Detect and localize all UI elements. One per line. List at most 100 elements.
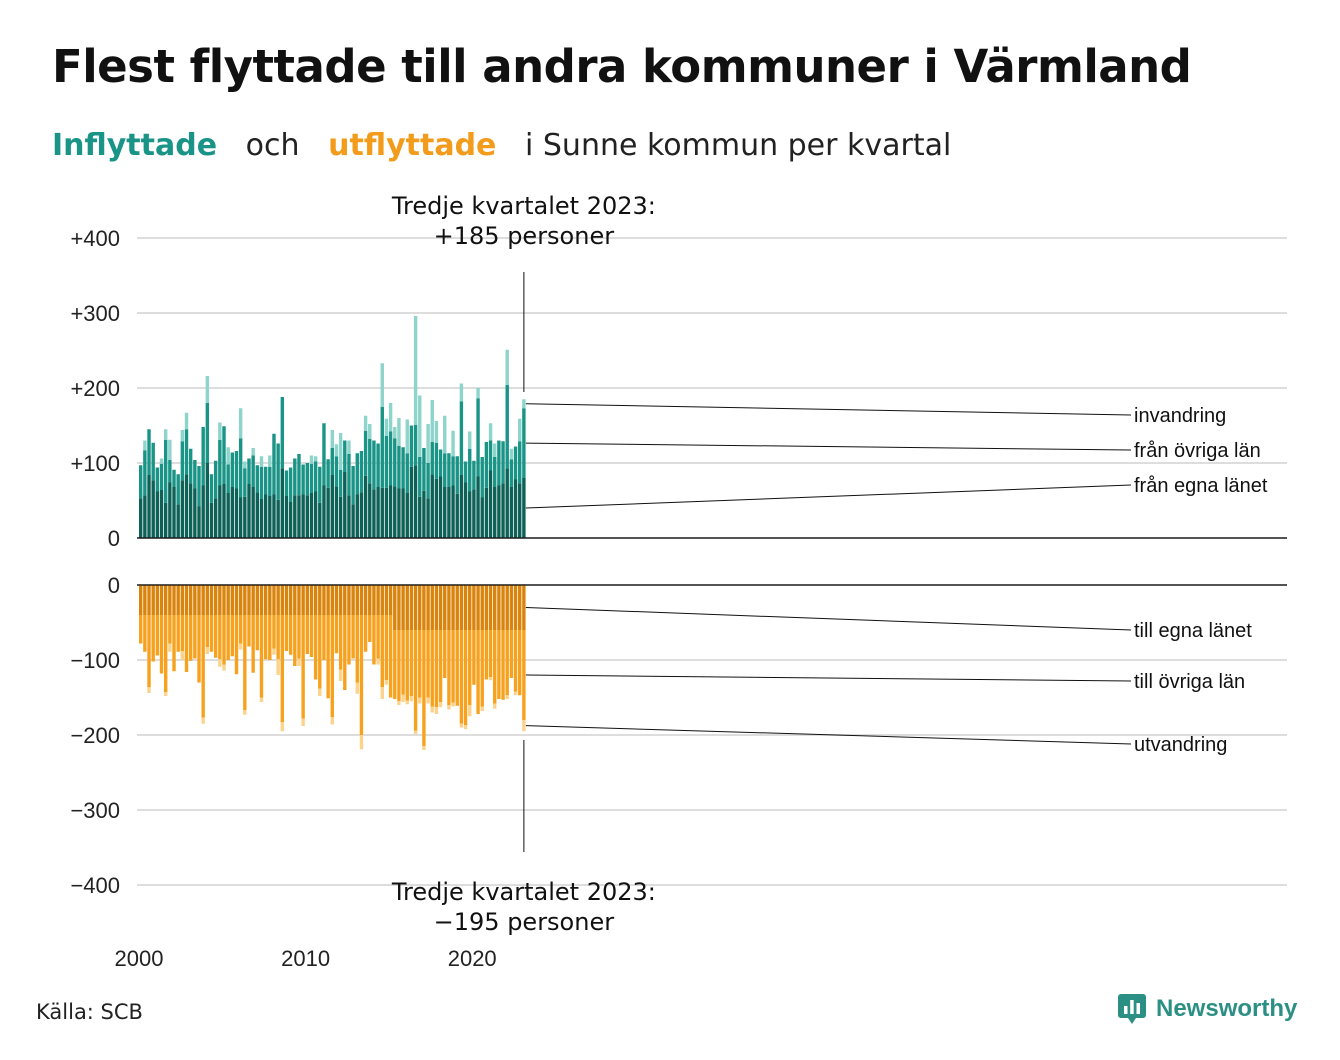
- bar-out-1: [426, 630, 430, 698]
- bar-out-1: [393, 630, 397, 699]
- bar-in-0: [318, 502, 322, 538]
- bar-in-0: [447, 487, 451, 538]
- bar-out-1: [176, 615, 180, 652]
- bar-in-1: [151, 442, 155, 481]
- bar-in-0: [238, 497, 243, 538]
- bar-out-2: [180, 651, 185, 660]
- series-label-top: från egna länet: [1134, 475, 1268, 497]
- bar-in-1: [438, 449, 443, 477]
- bar-out-1: [309, 615, 314, 657]
- bar-in-0: [380, 487, 384, 538]
- bar-out-0: [326, 585, 330, 615]
- bar-in-0: [434, 478, 439, 538]
- top-y-tick-label: +400: [70, 226, 120, 251]
- bar-out-1: [380, 615, 384, 687]
- bar-out-0: [484, 585, 489, 630]
- bar-in-0: [480, 497, 484, 538]
- bar-in-2: [238, 408, 243, 439]
- bar-in-2: [384, 418, 389, 436]
- bar-out-2: [459, 723, 464, 728]
- bar-out-1: [318, 615, 322, 689]
- bar-out-1: [488, 630, 493, 678]
- bar-in-2: [363, 415, 368, 431]
- bar-in-1: [168, 460, 172, 483]
- bar-out-2: [201, 717, 205, 724]
- bar-in-0: [272, 494, 276, 538]
- bar-out-0: [188, 585, 193, 615]
- bar-out-1: [168, 615, 172, 644]
- bar-out-0: [209, 585, 214, 615]
- bar-in-1: [326, 459, 330, 488]
- bar-out-1: [293, 615, 297, 666]
- bar-out-1: [480, 630, 484, 707]
- bar-in-0: [430, 474, 434, 538]
- bar-in-1: [313, 461, 318, 492]
- bar-in-0: [409, 466, 414, 538]
- bar-in-0: [284, 496, 289, 538]
- bar-out-2: [493, 703, 497, 709]
- bar-out-2: [259, 697, 264, 702]
- bar-in-1: [459, 401, 464, 475]
- bar-out-1: [243, 615, 247, 711]
- bottom-y-tick-label: 0: [108, 573, 120, 598]
- bar-in-1: [368, 439, 372, 484]
- bar-in-2: [309, 455, 314, 464]
- bar-in-1: [226, 464, 230, 493]
- bar-out-0: [230, 585, 235, 615]
- bar-out-0: [380, 585, 384, 615]
- bar-out-1: [434, 630, 439, 708]
- bar-out-2: [505, 695, 509, 699]
- bar-out-2: [238, 643, 243, 650]
- bar-in-0: [251, 487, 255, 538]
- chart-subtitle: Inflyttade och utflyttade i Sunne kommun…: [52, 128, 951, 163]
- bottom-y-tick-label: −400: [70, 873, 120, 898]
- bar-out-2: [359, 735, 364, 750]
- bar-out-0: [438, 585, 443, 630]
- bar-in-0: [188, 483, 193, 538]
- annotation-bottom-line2: −195 personer: [434, 908, 615, 936]
- newsworthy-logo[interactable]: Newsworthy: [1118, 994, 1297, 1024]
- bar-out-1: [288, 615, 293, 655]
- bar-in-1: [243, 468, 247, 497]
- bar-out-1: [413, 630, 418, 731]
- subtitle-rest: i Sunne kommun per kvartal: [525, 128, 952, 163]
- bar-in-0: [155, 491, 160, 538]
- bar-out-0: [418, 585, 422, 630]
- bar-in-0: [418, 496, 422, 538]
- bar-out-0: [184, 585, 189, 615]
- bar-in-1: [234, 451, 239, 489]
- bar-in-0: [151, 480, 155, 538]
- bar-in-1: [322, 423, 326, 486]
- bar-out-2: [301, 718, 305, 726]
- bar-out-1: [263, 615, 268, 660]
- bar-out-1: [330, 615, 334, 717]
- bar-out-0: [176, 585, 180, 615]
- bar-out-0: [284, 585, 289, 615]
- bar-out-0: [430, 585, 434, 630]
- bar-out-0: [505, 585, 509, 630]
- bar-in-0: [338, 496, 343, 538]
- bar-out-0: [409, 585, 414, 630]
- bar-in-2: [393, 427, 397, 439]
- bar-out-1: [459, 630, 464, 724]
- bar-out-0: [376, 585, 380, 615]
- bar-in-1: [393, 438, 397, 487]
- bar-out-1: [155, 615, 160, 656]
- bar-in-2: [488, 423, 493, 441]
- bar-out-0: [309, 585, 314, 615]
- bar-in-1: [213, 460, 218, 499]
- bar-in-1: [472, 460, 476, 490]
- subtitle-och: och: [245, 128, 300, 163]
- bar-out-1: [209, 615, 214, 652]
- bar-in-1: [309, 463, 314, 493]
- bar-in-0: [305, 495, 309, 538]
- bar-in-0: [451, 485, 455, 538]
- bar-out-0: [193, 585, 197, 615]
- bar-in-1: [163, 439, 168, 503]
- bar-out-0: [139, 585, 143, 615]
- bar-in-0: [176, 504, 180, 538]
- bar-in-1: [197, 466, 201, 507]
- bar-out-2: [297, 658, 301, 666]
- bar-in-0: [172, 487, 176, 538]
- bar-in-1: [205, 403, 210, 463]
